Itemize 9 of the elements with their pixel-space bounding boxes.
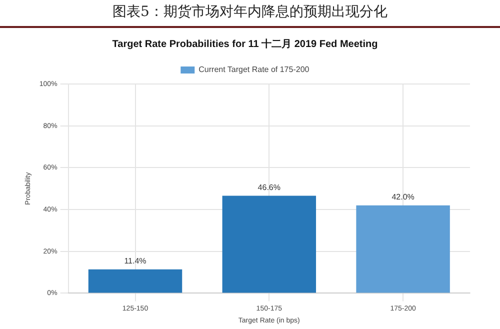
chart-subtitle: Target Rate Probabilities for 11 十二月 2019 Fed Meeting xyxy=(112,38,378,50)
chart-title: 图表5：期货市场对年内降息的预期出现分化 xyxy=(0,0,500,28)
legend-label: Current Target Rate of 175-200 xyxy=(198,65,310,74)
data-label: 11.4% xyxy=(124,256,146,266)
data-label: 42.0% xyxy=(392,192,414,202)
bar xyxy=(88,269,182,293)
bar xyxy=(222,196,316,293)
data-label: 46.6% xyxy=(258,182,280,192)
bar xyxy=(356,205,450,293)
